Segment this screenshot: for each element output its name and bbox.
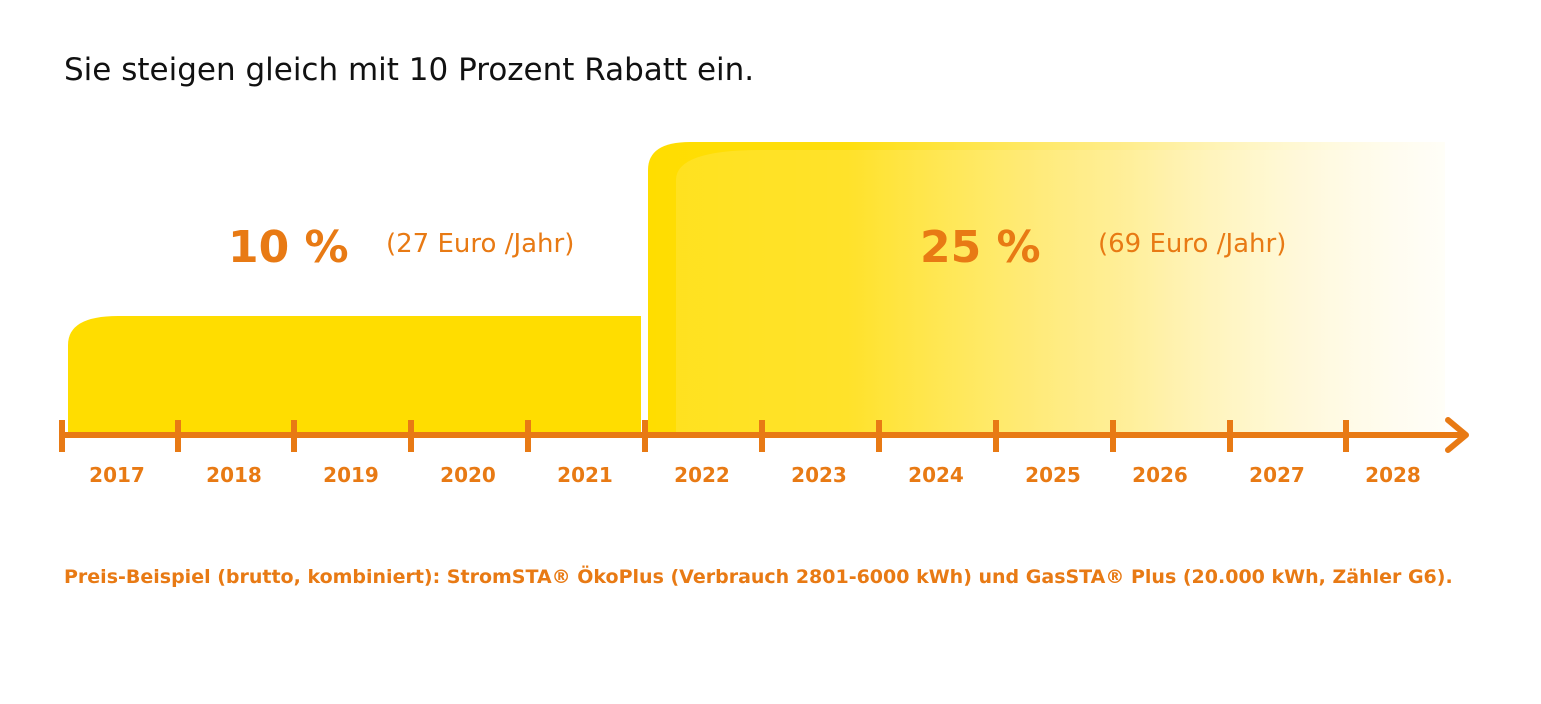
year-label: 2024 <box>908 463 964 487</box>
timeline-year-labels: 2017 2018 2019 2020 2021 2022 2023 2024 … <box>89 463 1421 487</box>
phase-2-amount: (69 Euro /Jahr) <box>1098 229 1286 259</box>
headline: Sie steigen gleich mit 10 Prozent Rabatt… <box>64 52 755 88</box>
phase-2-bar <box>648 142 1445 432</box>
year-label: 2027 <box>1249 463 1305 487</box>
year-label: 2018 <box>206 463 262 487</box>
phase-1-amount: (27 Euro /Jahr) <box>386 229 574 259</box>
year-label: 2025 <box>1025 463 1081 487</box>
year-label: 2028 <box>1365 463 1421 487</box>
timeline-ticks <box>59 420 1349 452</box>
year-label: 2020 <box>440 463 496 487</box>
phase-2-bar-highlight <box>676 150 1445 432</box>
phase-2-percent: 25 % <box>920 222 1041 273</box>
year-label: 2019 <box>323 463 379 487</box>
footnote: Preis-Beispiel (brutto, kombiniert): Str… <box>64 566 1453 588</box>
year-label: 2017 <box>89 463 145 487</box>
phase-1-percent: 10 % <box>228 222 349 273</box>
year-label: 2022 <box>674 463 730 487</box>
year-label: 2021 <box>557 463 613 487</box>
timeline-arrowhead <box>1445 417 1469 453</box>
year-label: 2023 <box>791 463 847 487</box>
year-label: 2026 <box>1132 463 1188 487</box>
phase-1-bar <box>68 316 641 432</box>
